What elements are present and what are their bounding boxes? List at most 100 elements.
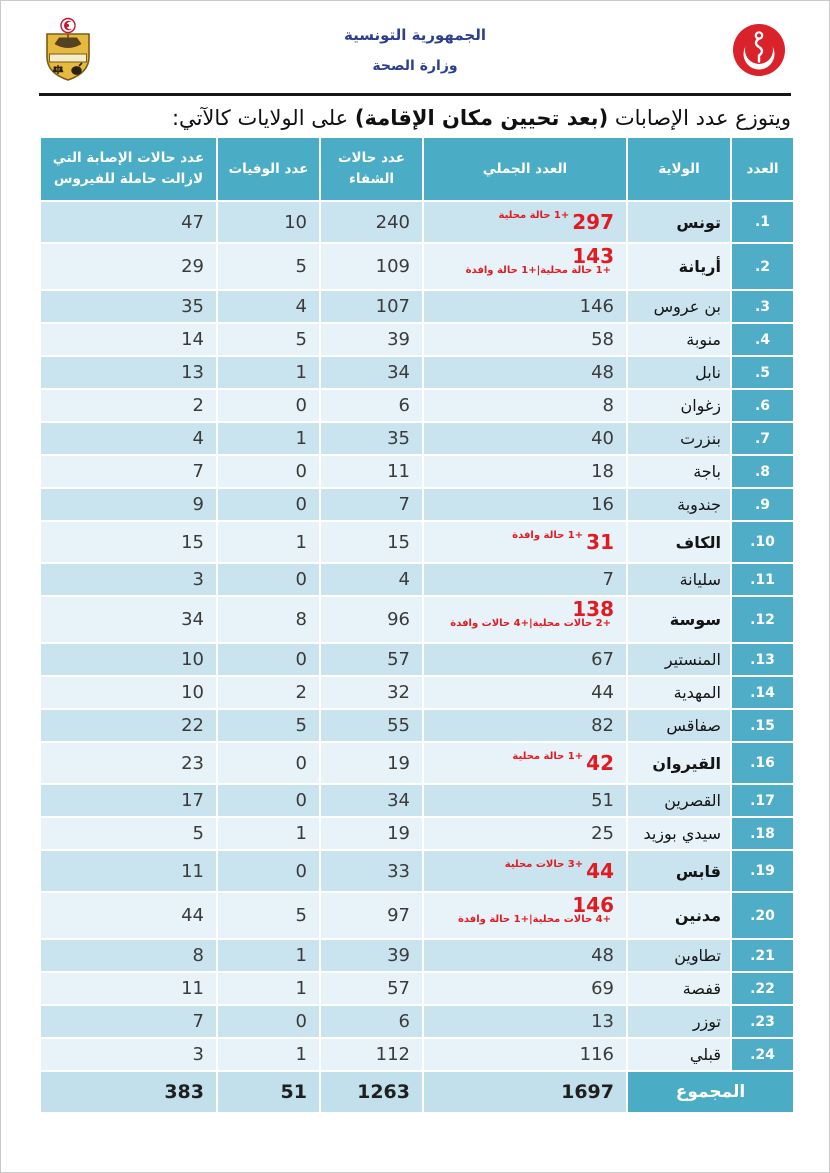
governorate-name: باجة [626,454,732,489]
recovered-cases-cell: 57 [319,642,424,677]
table-row: .8 باجة 18 11 0 7 [39,454,795,489]
governorate-name: نابل [626,355,732,390]
row-index-cell: .14 [730,675,795,710]
table-row: .21 تطاوين 48 39 1 8 [39,938,795,973]
active-cases-cell: 14 [39,322,218,357]
row-index-cell: .18 [730,816,795,851]
active-cases-cell: 10 [39,675,218,710]
total-cases-value: 7 [602,569,614,590]
recovered-cases-cell: 6 [319,388,424,423]
recovered-cases-cell: 107 [319,289,424,324]
row-index-cell: .19 [730,849,795,893]
total-cases-cell: 138+2 حالات محلية|+4 حالات وافدة [422,595,628,644]
table-row: .13 المنستير 67 57 0 10 [39,642,795,677]
table-row: .18 سيدي بوزيد 25 19 1 5 [39,816,795,851]
recovered-cases-cell: 57 [319,971,424,1006]
total-cases-value: 25 [591,823,614,844]
active-cases-cell: 22 [39,708,218,743]
deaths-cell: 2 [216,675,321,710]
active-cases-cell: 11 [39,849,218,893]
active-cases-cell: 15 [39,520,218,564]
governorate-name: قبلي [626,1037,732,1072]
deaths-cell: 0 [216,783,321,818]
total-cases-value: 8 [602,395,614,416]
row-index-cell: .3 [730,289,795,324]
total-cases-value: 58 [591,329,614,350]
governorate-name: المنستير [626,642,732,677]
table-row: .1 تونس 297+1 حالة محلية 240 10 47 [39,200,795,244]
new-cases-annotation: +2 حالات محلية|+4 حالات وافدة [450,618,611,629]
row-index-cell: .17 [730,783,795,818]
deaths-cell: 10 [216,200,321,244]
letterhead: الجمهورية التونسية وزارة الصحة [1,1,829,89]
new-cases-annotation: +1 حالة محلية [512,751,584,762]
table-row: .7 بنزرت 40 35 1 4 [39,421,795,456]
table-row: .5 نابل 48 34 1 13 [39,355,795,390]
active-cases-cell: 4 [39,421,218,456]
row-index-cell: .10 [730,520,795,564]
total-cases-cell: 146+4 حالات محلية|+1 حالة وافدة [422,891,628,940]
active-cases-cell: 11 [39,971,218,1006]
recovered-cases-cell: 39 [319,322,424,357]
issuing-authority: الجمهورية التونسية وزارة الصحة [123,26,707,74]
deaths-cell: 1 [216,1037,321,1072]
table-header: العدد الولاية العدد الجملي عدد حالات الش… [39,136,795,202]
table-row: .3 بن عروس 146 107 4 35 [39,289,795,324]
total-cases-cell: 116 [422,1037,628,1072]
recovered-cases-cell: 34 [319,355,424,390]
active-cases-cell: 23 [39,741,218,785]
governorate-name: قفصة [626,971,732,1006]
new-cases-annotation: +3 حالات محلية [504,859,584,870]
row-index-cell: .5 [730,355,795,390]
active-cases-cell: 2 [39,388,218,423]
totals-row: المجموع 1697 1263 51 383 [39,1070,795,1114]
total-cases-cell: 25 [422,816,628,851]
table-footer: المجموع 1697 1263 51 383 [39,1070,795,1114]
row-index-cell: .22 [730,971,795,1006]
total-cases-cell: 40 [422,421,628,456]
table-row: .14 المهدية 44 32 2 10 [39,675,795,710]
total-cases-value: 143 [572,244,614,268]
deaths-cell: 5 [216,242,321,291]
row-index-cell: .12 [730,595,795,644]
deaths-cell: 5 [216,322,321,357]
letterhead-divider [39,93,791,96]
recovered-cases-cell: 19 [319,816,424,851]
row-index-cell: .20 [730,891,795,940]
recovered-cases-cell: 240 [319,200,424,244]
row-index-cell: .11 [730,562,795,597]
table-row: .6 زغوان 8 6 0 2 [39,388,795,423]
row-index-cell: .6 [730,388,795,423]
deaths-cell: 0 [216,1004,321,1039]
row-index-cell: .4 [730,322,795,357]
total-cases-cell: 16 [422,487,628,522]
total-cases-value: 297 [572,210,614,234]
total-cases-cell: 18 [422,454,628,489]
governorate-name: سوسة [626,595,732,644]
new-cases-annotation: +1 حالة وافدة [512,530,584,541]
total-cases-value: 69 [591,978,614,999]
recovered-cases-cell: 112 [319,1037,424,1072]
active-cases-cell: 8 [39,938,218,973]
deaths-cell: 0 [216,849,321,893]
table-row: .22 قفصة 69 57 1 11 [39,971,795,1006]
deaths-cell: 1 [216,971,321,1006]
deaths-cell: 0 [216,388,321,423]
active-cases-cell: 35 [39,289,218,324]
governorate-name: جندوبة [626,487,732,522]
totals-total-cases: 1697 [422,1070,628,1114]
total-cases-cell: 48 [422,938,628,973]
active-cases-cell: 7 [39,454,218,489]
row-index-cell: .16 [730,741,795,785]
col-header-active-cases: عدد حالات الإصابة التي لازالت حاملة للفي… [39,136,218,202]
table-row: .16 القيروان 42+1 حالة محلية 19 0 23 [39,741,795,785]
table-row: .24 قبلي 116 112 1 3 [39,1037,795,1072]
title-post: على الولايات كالآتي: [171,106,355,130]
tunisia-coat-of-arms-icon [43,17,123,83]
table-row: .23 توزر 13 6 0 7 [39,1004,795,1039]
recovered-cases-cell: 7 [319,487,424,522]
table-row: .11 سليانة 7 4 0 3 [39,562,795,597]
deaths-cell: 5 [216,708,321,743]
col-header-total-cases: العدد الجملي [422,136,628,202]
governorate-name: المهدية [626,675,732,710]
